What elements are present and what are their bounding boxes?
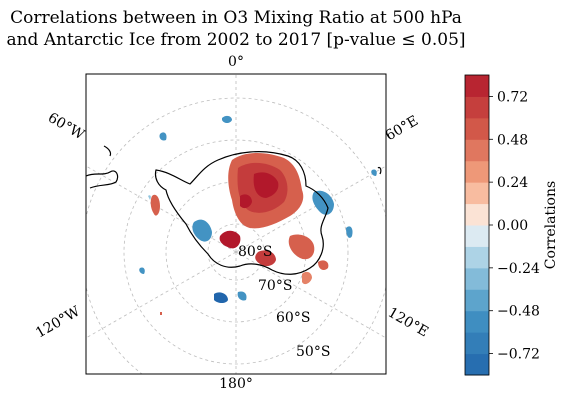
lat-label-60s: 60°S (276, 310, 310, 326)
lon-label-60e: 60°E (383, 113, 421, 144)
colorbar-bin (465, 117, 489, 140)
colorbar-bin (465, 160, 489, 183)
colorbar-bin (465, 225, 489, 247)
coastlines (86, 145, 382, 275)
colorbar-bin (465, 332, 489, 355)
colorbar-bin (465, 246, 489, 269)
colorbar-tick-label: 0.48 (497, 132, 528, 148)
colorbar-bin (465, 289, 489, 312)
colorbar-tick-label: 0.24 (497, 175, 528, 191)
map-frame (85, 73, 387, 375)
colorbar-bin (465, 96, 489, 119)
colorbar-tick-label: 0.72 (497, 89, 528, 105)
lon-label-0: 0° (228, 54, 244, 70)
negative-correlation-patches (139, 115, 377, 303)
colorbar-tick-label: −0.48 (497, 304, 540, 320)
chart-title-line-2: and Antarctic Ice from 2002 to 2017 [p-v… (6, 30, 465, 50)
chart-title-line-1: Correlations between in O3 Mixing Ratio … (10, 8, 462, 28)
colorbar-label: Correlations (543, 181, 559, 269)
lat-label-80s: 80°S (238, 244, 272, 260)
meridian-120w (86, 251, 237, 339)
colorbar-ticks: 0.72 0.48 0.24 0.00 −0.24 −0.48 −0.72 (489, 89, 540, 363)
lon-label-120e: 120°E (385, 305, 431, 341)
colorbar-tick-label: −0.72 (497, 347, 540, 363)
lat-label-50s: 50°S (296, 344, 330, 360)
lon-label-180: 180° (219, 376, 253, 392)
colorbar-tick-label: −0.24 (497, 261, 540, 277)
colorbar-bin (465, 310, 489, 333)
colorbar-bin (465, 182, 489, 205)
lat-label-70s: 70°S (258, 278, 292, 294)
map-area: 80°S 70°S 60°S 50°S (86, 74, 386, 374)
colorbar-bin (465, 353, 489, 376)
colorbar-bin (465, 203, 489, 226)
meridian-120e (235, 251, 386, 339)
colorbar-bin (465, 267, 489, 290)
lat-circle-60s (123, 139, 349, 365)
colorbar-bin (465, 139, 489, 162)
lon-label-60w: 60°W (45, 110, 87, 144)
positive-correlation-patches (150, 153, 329, 315)
colorbar (465, 75, 489, 376)
lon-label-120w: 120°W (33, 303, 83, 341)
colorbar-tick-label: 0.00 (497, 218, 528, 234)
colorbar-bin (465, 75, 489, 97)
